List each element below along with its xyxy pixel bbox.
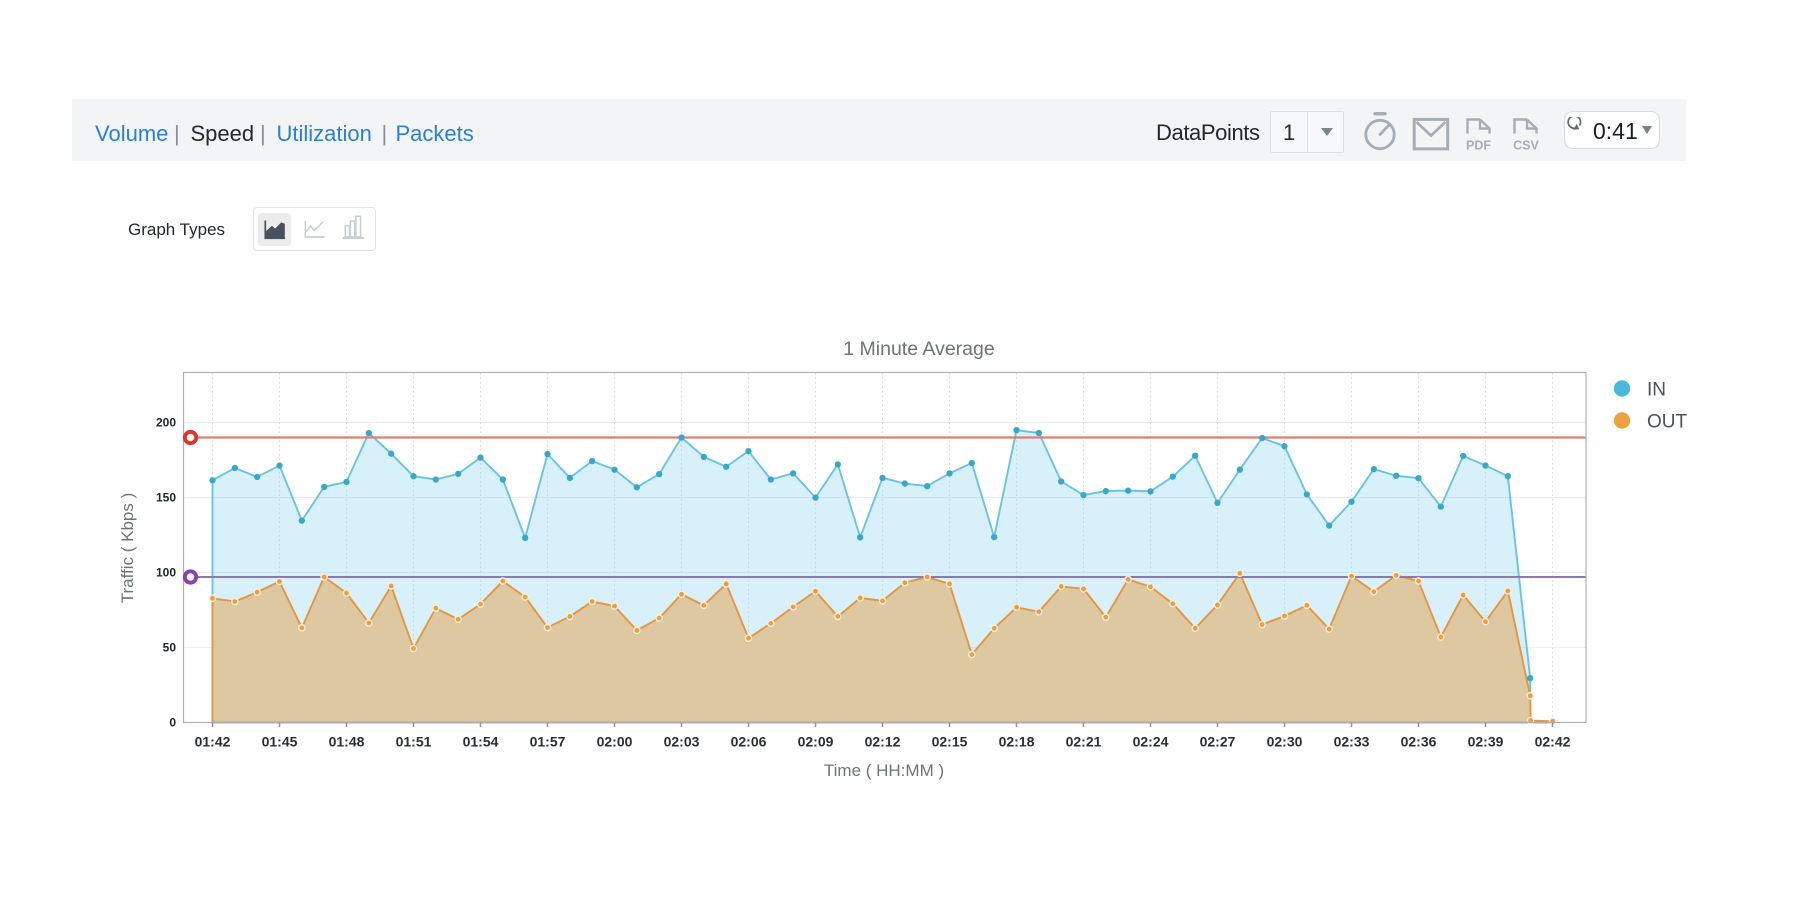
svg-text:PDF: PDF [1466,139,1491,153]
svg-text:1 Minute Average: 1 Minute Average [843,338,994,360]
svg-text:01:48: 01:48 [329,734,365,750]
svg-text:02:27: 02:27 [1200,734,1236,750]
svg-text:100: 100 [156,566,176,580]
svg-text:02:30: 02:30 [1267,734,1303,750]
svg-text:50: 50 [163,641,177,655]
svg-text:02:33: 02:33 [1334,734,1370,750]
svg-text:02:36: 02:36 [1401,734,1437,750]
svg-text:02:12: 02:12 [865,734,901,750]
svg-text:0: 0 [169,716,176,730]
svg-text:Traffic ( Kbps ): Traffic ( Kbps ) [118,493,137,604]
svg-text:02:09: 02:09 [798,734,834,750]
svg-text:02:18: 02:18 [999,734,1035,750]
svg-text:02:24: 02:24 [1133,734,1169,750]
svg-text:150: 150 [156,491,176,505]
svg-text:CSV: CSV [1513,139,1539,153]
svg-text:02:03: 02:03 [664,734,700,750]
svg-text:01:51: 01:51 [396,734,432,750]
svg-text:02:06: 02:06 [731,734,767,750]
svg-text:Time ( HH:MM ): Time ( HH:MM ) [824,761,944,780]
svg-text:200: 200 [156,416,176,430]
svg-text:01:42: 01:42 [195,734,231,750]
svg-text:OUT: OUT [1647,412,1688,433]
svg-text:02:39: 02:39 [1468,734,1504,750]
svg-text:01:57: 01:57 [530,734,566,750]
svg-text:IN: IN [1647,380,1666,401]
svg-text:02:21: 02:21 [1066,734,1102,750]
svg-text:02:00: 02:00 [597,734,633,750]
svg-text:02:42: 02:42 [1535,734,1571,750]
svg-text:01:54: 01:54 [463,734,499,750]
svg-text:02:15: 02:15 [932,734,968,750]
svg-text:01:45: 01:45 [262,734,298,750]
